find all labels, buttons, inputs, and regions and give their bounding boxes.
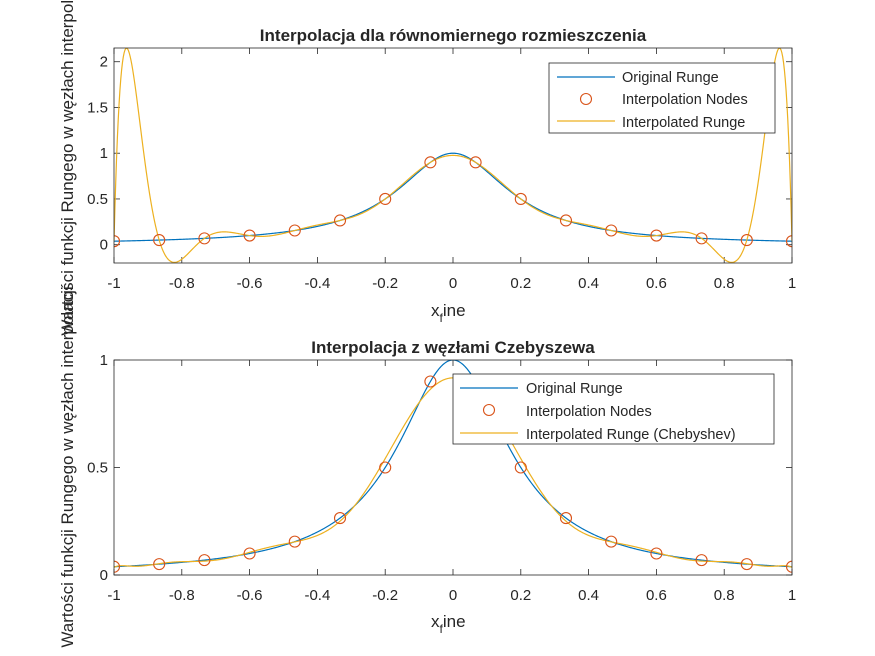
interpolation-node [740,558,753,571]
interpolation-node [514,461,527,474]
interpolation-node [114,235,121,248]
x-tick-label: 0.8 [714,275,735,292]
subplot-chebyshev: -1 -0.8 -0.6 -0.4 -0.2 0 0.2 0.4 0.6 0.8 1 0 0.5 1 I… [87,338,796,636]
subplot-equal-spacing: -1 -0.8 -0.6 -0.4 -0.2 0 0.2 0.4 0.6 0.8 1 0 0.5 1 1.… [87,26,796,325]
legend-label-original: Original Runge [622,70,719,86]
x-tick-label: 0.2 [510,587,531,604]
y-tick-label: 0 [100,567,108,584]
interpolation-node [153,234,166,247]
interpolation-node [650,547,663,560]
x-tick-label: 0.4 [578,275,599,292]
x-tick-label: -0.6 [237,587,263,604]
interpolation-node [153,558,166,571]
legend-label-nodes: Interpolation Nodes [622,92,748,108]
interpolation-node [514,192,527,206]
interpolation-node [198,232,211,245]
x-tick-label: 0.2 [510,275,531,292]
y-tick-label: 1.5 [87,99,108,116]
y-tick-label: 0.5 [87,460,108,477]
chart-title: Interpolacja z węzłami Czebyszewa [311,338,595,357]
interpolation-node [424,156,437,169]
y-tick-label: 1 [100,352,108,369]
y-tick-label: 2 [100,54,108,71]
x-axis-label: xfine [431,612,466,636]
y-axis-label-bottom: Wartości funkcji Rungego w węzłach inter… [58,286,77,647]
legend-swatch-nodes [482,403,496,417]
interpolation-node [605,224,618,237]
interpolation-node [288,224,301,237]
interpolation-node [379,192,392,206]
x-tick-label: 1 [788,587,796,604]
y-tick-label: 0 [100,237,108,254]
interpolation-node [785,235,792,248]
x-tick-label: 0 [449,587,457,604]
interpolation-node [114,560,121,573]
x-tick-label: 0.6 [646,275,667,292]
x-ticks: -1 -0.8 -0.6 -0.4 -0.2 0 0.2 0.4 0.6 0.8 1 [107,360,796,604]
interpolation-node [243,547,256,560]
x-tick-label: -0.6 [237,275,263,292]
x-tick-label: 0.6 [646,587,667,604]
axes-box [113,359,793,576]
legend-label-nodes: Interpolation Nodes [526,404,652,420]
legend: Original Runge Interpolation Nodes Inter… [548,62,776,134]
legend-label-interpolated: Interpolated Runge [622,115,745,131]
y-tick-label: 1 [100,145,108,162]
interpolation-node [198,554,211,567]
interpolation-node [740,234,753,247]
interpolated-runge-line [114,48,792,263]
y-axis-label-top: Wartości funkcji Rungego w węzłach inter… [58,0,77,336]
x-axis-label: xfine [431,301,466,325]
interpolation-node [785,560,792,573]
x-tick-label: -0.2 [372,587,398,604]
interpolation-node [650,229,663,242]
x-tick-label: -0.8 [169,275,195,292]
interpolation-node [379,461,392,474]
interpolation-node [424,375,437,388]
interpolation-node [695,554,708,567]
interpolation-node [559,214,573,227]
x-tick-label: -0.4 [304,587,330,604]
legend: Original Runge Interpolation Nodes Inter… [452,373,775,445]
interpolation-node [605,535,618,548]
interpolation-node [243,229,256,242]
original-runge-line [114,360,792,568]
x-tick-label: -0.8 [169,587,195,604]
interpolation-node [695,232,708,245]
interpolation-nodes [114,156,792,248]
legend-label-original: Original Runge [526,381,623,397]
interpolation-node [333,214,347,227]
x-tick-label: -0.4 [304,275,330,292]
interpolation-node [469,156,482,169]
interpolation-node [559,512,573,525]
legend-swatch-nodes [579,92,593,106]
y-tick-label: 0.5 [87,191,108,208]
interpolation-node [288,535,301,548]
legend-label-interpolated: Interpolated Runge (Chebyshev) [526,427,736,443]
x-tick-label: 1 [788,275,796,292]
x-tick-label: 0 [449,275,457,292]
x-tick-label: -1 [107,275,120,292]
x-tick-label: -1 [107,587,120,604]
interpolation-nodes [114,375,792,573]
y-ticks: 0 0.5 1 1.5 2 [87,54,792,254]
legend-box [452,373,775,445]
axes-box [113,47,793,264]
chart-title: Interpolacja dla równomiernego rozmieszc… [260,26,647,45]
x-tick-label: 0.4 [578,587,599,604]
x-ticks: -1 -0.8 -0.6 -0.4 -0.2 0 0.2 0.4 0.6 0.8 1 [107,48,796,292]
x-tick-label: 0.8 [714,587,735,604]
original-runge-line [114,152,792,242]
interpolation-node [333,512,347,525]
x-tick-label: -0.2 [372,275,398,292]
